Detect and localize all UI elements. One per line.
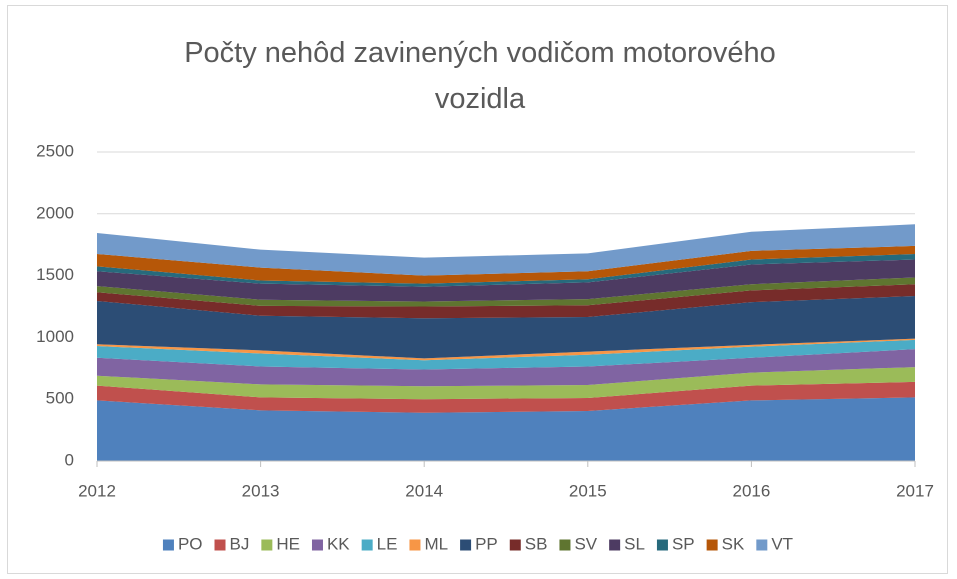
area (97, 339, 915, 370)
legend-swatch (460, 539, 472, 551)
legend-swatch (261, 539, 273, 551)
y-tick-label: 2000 (36, 203, 74, 222)
legend-label: VT (771, 534, 793, 553)
legend-label: ML (424, 534, 448, 553)
x-tick-label: 2013 (242, 481, 280, 500)
legend-label: KK (327, 534, 350, 553)
legend-label: SP (672, 534, 695, 553)
area (97, 397, 915, 461)
legend-swatch (559, 539, 571, 551)
legend-label: SL (624, 534, 645, 553)
legend-swatch (656, 539, 668, 551)
legend-swatch (706, 539, 718, 551)
area (97, 284, 915, 319)
area (97, 338, 915, 361)
x-tick-label: 2012 (78, 481, 116, 500)
legend-swatch (162, 539, 174, 551)
chart-title: Počty nehôd zavinených vodičom motorovéh… (184, 37, 776, 115)
area (97, 367, 915, 400)
area (97, 253, 915, 287)
x-tick-label: 2017 (896, 481, 934, 500)
area (97, 295, 915, 359)
legend-swatch (509, 539, 521, 551)
area (97, 277, 915, 307)
legend-label: HE (276, 534, 300, 553)
legend-swatch (409, 539, 421, 551)
legend-label: SK (722, 534, 745, 553)
legend-label: LE (377, 534, 398, 553)
area (97, 381, 915, 413)
legend-swatch (214, 539, 226, 551)
y-tick-label: 0 (65, 450, 74, 469)
area (97, 259, 915, 302)
y-tick-label: 1000 (36, 327, 74, 346)
y-tick-label: 500 (46, 389, 74, 408)
x-tick-label: 2014 (405, 481, 443, 500)
area (97, 224, 915, 276)
area (97, 349, 915, 387)
y-tick-label: 1500 (36, 265, 74, 284)
legend-label: BJ (230, 534, 250, 553)
legend-label: PO (178, 534, 203, 553)
legend-label: PP (475, 534, 498, 553)
x-tick-label: 2015 (569, 481, 607, 500)
legend-label: SB (525, 534, 548, 553)
y-tick-label: 2500 (36, 141, 74, 160)
area (97, 245, 915, 284)
legend-swatch (361, 539, 373, 551)
legend-swatch (609, 539, 621, 551)
legend-swatch (756, 539, 768, 551)
x-tick-label: 2016 (732, 481, 770, 500)
legend-label: SV (574, 534, 597, 553)
chart-frame (7, 5, 948, 574)
legend-swatch (311, 539, 323, 551)
